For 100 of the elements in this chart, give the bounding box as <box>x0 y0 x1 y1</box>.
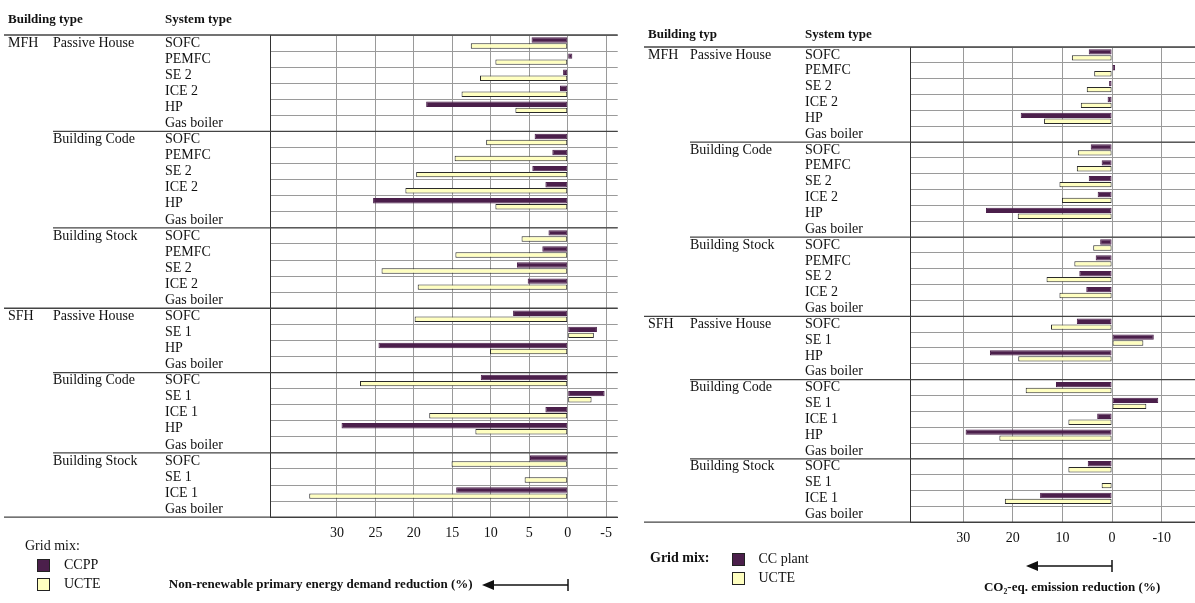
bar <box>1020 112 1112 118</box>
y-tick-label: HP <box>805 347 824 363</box>
bar <box>1079 271 1112 277</box>
x-tick-label: -10 <box>1152 530 1172 546</box>
y-tick-label: SOFC <box>805 315 841 331</box>
y-tick-label: SOFC <box>165 131 201 147</box>
bar <box>1097 191 1112 198</box>
legend-title: Grid mix: <box>650 550 710 566</box>
bar <box>527 278 568 284</box>
y-tick-label: SOFC <box>165 34 201 50</box>
y-tick-label: SE 2 <box>805 173 832 189</box>
x-tick-label: 5 <box>525 525 533 541</box>
bar <box>965 429 1112 435</box>
y-tick-label: Gas boiler <box>165 291 224 307</box>
x-axis-title: CO₂-eq. emission reduction (%) <box>983 579 1161 595</box>
text: Passive House <box>690 315 772 331</box>
y-tick-label: ICE 1 <box>165 404 199 420</box>
y-tick-label: SOFC <box>805 458 841 474</box>
x-tick-label: 0 <box>1108 530 1116 546</box>
y-tick-label: HP <box>165 195 184 211</box>
bar <box>989 350 1112 356</box>
y-tick-label: Gas boiler <box>805 505 864 521</box>
y-tick-label: Gas boiler <box>165 500 224 516</box>
y-tick-label: SOFC <box>805 236 841 252</box>
text: SFH <box>8 307 34 323</box>
y-tick-label: ICE 2 <box>805 284 839 300</box>
bar <box>985 207 1112 214</box>
bar <box>456 487 568 493</box>
y-tick-label: Gas boiler <box>165 356 224 372</box>
x-tick-label: 30 <box>329 525 344 541</box>
y-tick-label: Gas boiler <box>805 442 864 458</box>
y-tick-label: ICE 1 <box>805 490 839 506</box>
x-tick-label: -5 <box>600 525 612 541</box>
y-tick-label: ICE 2 <box>165 179 199 195</box>
y-tick-label: HP <box>165 420 184 436</box>
y-tick-label: Gas boiler <box>165 436 224 452</box>
y-tick-label: SE 1 <box>805 474 832 490</box>
y-tick-label: Gas boiler <box>805 300 864 316</box>
y-tick-label: SOFC <box>165 227 201 243</box>
y-tick-label: SOFC <box>165 307 201 323</box>
legend-label: CCPP <box>64 557 99 573</box>
legend-label: CC plant <box>758 551 809 567</box>
y-tick-label: SOFC <box>805 379 841 395</box>
bar <box>1090 144 1112 150</box>
bar <box>1086 286 1112 293</box>
text: Passive House <box>690 46 772 62</box>
y-tick-label: Gas boiler <box>165 211 224 227</box>
y-tick-label: SE 2 <box>805 268 832 284</box>
y-tick-label: HP <box>165 340 184 356</box>
y-tick-label: SE 1 <box>165 324 192 340</box>
bar <box>1040 492 1112 499</box>
legend-title: Grid mix: <box>25 538 81 554</box>
bar <box>531 37 568 43</box>
text: Building Stock <box>690 458 775 474</box>
y-tick-label: SOFC <box>165 372 201 388</box>
y-tick-label: SE 1 <box>165 468 192 484</box>
x-tick-label: 20 <box>406 525 421 541</box>
bar <box>1097 413 1112 419</box>
y-tick-label: SE 1 <box>165 388 192 404</box>
text: Building type <box>8 11 84 27</box>
x-tick-label: 10 <box>483 525 498 541</box>
x-tick-label: 10 <box>1055 530 1070 546</box>
bar <box>542 246 568 252</box>
y-tick-label: PEMFC <box>165 147 211 163</box>
y-tick-label: SE 1 <box>805 331 832 347</box>
x-tick-label: 25 <box>368 525 383 541</box>
text: SFH <box>648 315 674 331</box>
y-tick-label: HP <box>805 204 824 220</box>
x-tick-label: 0 <box>564 525 572 541</box>
y-tick-label: Gas boiler <box>165 115 224 131</box>
text: Passive House <box>53 307 135 323</box>
bar <box>1076 318 1112 324</box>
y-tick-label: SOFC <box>805 46 841 62</box>
bar <box>516 262 568 268</box>
y-tick-label: PEMFC <box>165 50 211 66</box>
text: Building typ <box>648 26 718 42</box>
x-tick-label: 20 <box>1005 530 1020 546</box>
text: Building Stock <box>53 227 138 243</box>
y-tick-label: SE 2 <box>805 78 832 94</box>
y-tick-label: HP <box>805 426 824 442</box>
y-tick-label: ICE 1 <box>805 410 839 426</box>
y-tick-label: PEMFC <box>805 157 851 173</box>
bar <box>1101 160 1112 166</box>
y-tick-label: ICE 1 <box>165 484 199 500</box>
text: Building Code <box>53 131 136 147</box>
bar <box>530 455 568 461</box>
y-tick-label: SE 2 <box>165 259 192 275</box>
text: Building Stock <box>53 452 138 468</box>
bar <box>1095 255 1112 261</box>
y-tick-label: PEMFC <box>805 252 851 268</box>
y-tick-label: ICE 2 <box>165 275 199 291</box>
text: Building Code <box>690 141 773 157</box>
bar <box>548 230 568 236</box>
x-tick-label: 15 <box>445 525 460 541</box>
y-tick-label: HP <box>805 109 824 125</box>
bar <box>1087 461 1112 467</box>
text: Building Stock <box>690 236 775 252</box>
bar <box>1112 334 1154 340</box>
text: Building Code <box>53 372 136 388</box>
x-axis-title: Non-renewable primary energy demand reduction (%) <box>168 576 473 592</box>
